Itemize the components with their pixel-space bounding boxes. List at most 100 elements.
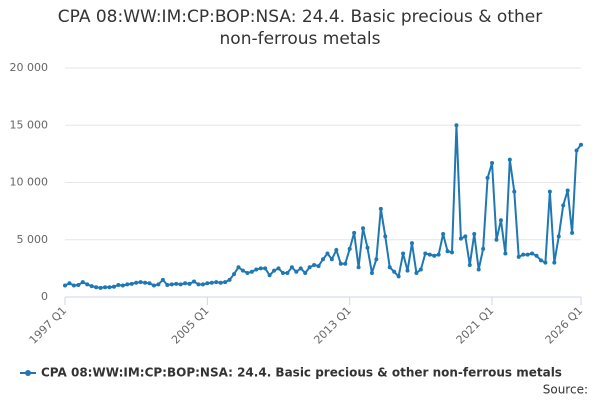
data-point xyxy=(134,280,139,285)
data-point xyxy=(107,285,112,290)
data-point xyxy=(267,273,272,278)
data-point xyxy=(214,280,219,285)
data-point xyxy=(76,282,81,287)
data-point xyxy=(414,270,419,275)
chart-title: CPA 08:WW:IM:CP:BOP:NSA: 24.4. Basic pre… xyxy=(57,7,543,49)
data-point xyxy=(534,253,539,258)
data-point xyxy=(94,285,99,290)
data-point xyxy=(223,280,228,285)
data-point xyxy=(490,161,495,166)
data-point xyxy=(232,272,237,277)
data-point xyxy=(285,270,290,275)
data-point xyxy=(369,270,374,275)
data-point xyxy=(165,282,170,287)
data-point xyxy=(125,282,130,287)
data-point xyxy=(387,265,392,270)
data-point xyxy=(303,270,308,275)
data-point xyxy=(156,282,161,287)
y-tick-label: 10 000 xyxy=(10,176,49,189)
data-point xyxy=(321,257,325,262)
data-point xyxy=(445,249,450,254)
data-point xyxy=(280,270,285,275)
data-point xyxy=(103,285,108,290)
data-point xyxy=(432,253,437,258)
data-point xyxy=(120,283,125,288)
data-point xyxy=(258,266,263,271)
data-point xyxy=(427,252,432,257)
data-point xyxy=(205,281,210,286)
data-point xyxy=(392,269,397,274)
x-tick-label: 2021 Q1 xyxy=(454,304,497,347)
y-tick-label: 15 000 xyxy=(10,118,49,131)
y-tick-label: 20 000 xyxy=(10,61,49,74)
data-point xyxy=(334,248,339,253)
legend-label: CPA 08:WW:IM:CP:BOP:NSA: 24.4. Basic pre… xyxy=(41,366,562,380)
x-tick-label: 1997 Q1 xyxy=(27,304,70,347)
data-point xyxy=(80,280,85,285)
data-point xyxy=(547,189,552,194)
data-point xyxy=(294,269,299,274)
y-tick-label: 0 xyxy=(41,290,48,303)
data-point xyxy=(401,251,406,256)
data-point xyxy=(347,246,352,251)
data-point xyxy=(174,281,179,286)
data-point xyxy=(160,277,165,282)
data-point xyxy=(574,148,579,153)
data-point xyxy=(183,281,188,286)
data-point xyxy=(565,188,570,193)
data-point xyxy=(472,232,477,237)
x-tick-label: 2026 Q1 xyxy=(543,304,586,347)
data-point xyxy=(418,267,423,272)
data-point xyxy=(138,280,143,285)
data-point xyxy=(298,266,303,271)
data-point xyxy=(116,282,121,287)
data-point xyxy=(276,266,281,271)
data-point xyxy=(209,280,214,285)
data-point xyxy=(552,260,557,265)
data-point xyxy=(85,282,90,287)
data-point xyxy=(98,285,103,290)
data-point xyxy=(187,281,192,286)
data-point xyxy=(512,189,517,194)
data-point xyxy=(361,226,366,231)
data-point xyxy=(579,142,583,147)
data-point xyxy=(178,282,183,287)
x-tick-label: 2013 Q1 xyxy=(311,304,354,347)
data-point xyxy=(525,252,530,257)
data-point xyxy=(383,234,388,239)
data-point xyxy=(458,236,463,241)
data-point xyxy=(89,284,94,289)
source: Source: xyxy=(543,383,588,397)
data-point xyxy=(356,265,361,270)
data-point xyxy=(236,265,241,270)
data-point xyxy=(338,261,343,266)
data-point xyxy=(409,241,414,246)
data-point xyxy=(538,258,543,263)
data-point xyxy=(543,260,548,265)
data-point xyxy=(378,206,383,211)
data-point xyxy=(450,250,454,255)
data-point xyxy=(423,251,428,256)
data-point xyxy=(143,280,148,285)
data-point xyxy=(218,280,223,285)
data-point xyxy=(227,277,232,282)
data-point xyxy=(67,281,72,286)
data-point xyxy=(192,279,196,284)
series-line xyxy=(64,125,582,289)
data-point xyxy=(396,274,401,279)
data-point xyxy=(200,282,205,287)
data-point xyxy=(151,283,156,288)
data-point xyxy=(365,245,370,250)
data-point xyxy=(63,283,67,288)
data-point xyxy=(467,262,472,267)
data-point xyxy=(374,257,379,262)
data-point xyxy=(503,251,508,256)
data-point xyxy=(570,230,575,235)
data-point xyxy=(129,281,134,286)
data-point xyxy=(516,254,521,259)
data-point xyxy=(71,283,76,288)
data-point xyxy=(272,268,277,273)
data-point xyxy=(316,264,321,269)
